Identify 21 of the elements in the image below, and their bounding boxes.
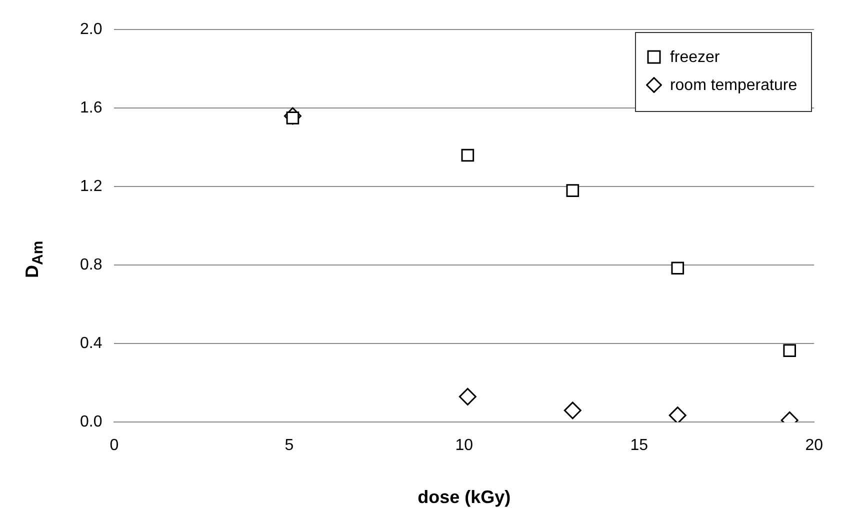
point (458, 388, 476, 406)
point (671, 262, 684, 275)
y-tick-label: 1.2 (80, 178, 102, 196)
y-tick-label: 2.0 (80, 21, 102, 38)
y-tick-label: 0.4 (80, 335, 102, 352)
point (783, 344, 796, 357)
legend-label: room temperature (670, 76, 798, 94)
y-tick-label: 1.6 (80, 100, 102, 117)
point (566, 184, 580, 197)
legend-label: freezer (670, 48, 720, 66)
point (668, 406, 686, 422)
y-tick-label: 0.8 (80, 256, 102, 274)
x-tick-label: 15 (630, 437, 648, 454)
x-tick-label: 5 (284, 437, 294, 454)
point (564, 402, 582, 420)
point (461, 148, 474, 162)
x-axis-title: dose (kGy) (418, 487, 511, 508)
y-tick-label: 0.0 (80, 414, 102, 431)
x-tick-label: 20 (805, 437, 824, 454)
x-tick-label: 0 (110, 437, 119, 454)
x-tick-label: 10 (455, 437, 474, 454)
